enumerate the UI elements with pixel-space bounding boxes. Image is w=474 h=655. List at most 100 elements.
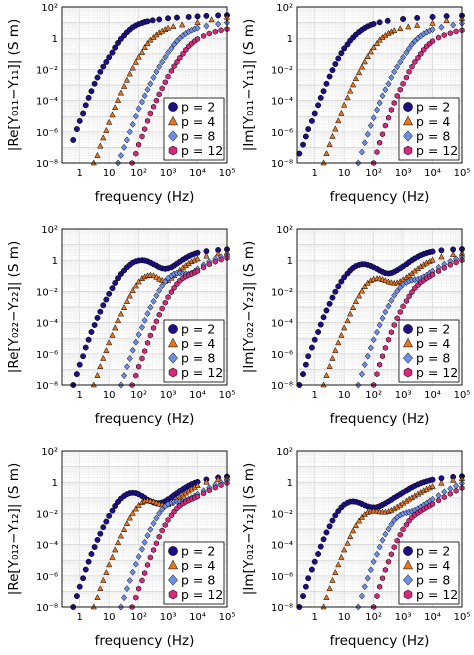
data-point	[97, 308, 104, 315]
data-point	[326, 585, 333, 591]
series-p-4	[90, 474, 231, 610]
data-point	[200, 264, 207, 271]
data-point	[379, 536, 386, 544]
series-p-2	[296, 12, 465, 157]
data-point	[388, 520, 395, 528]
data-point	[156, 16, 163, 23]
data-point	[142, 126, 148, 133]
data-point	[133, 150, 139, 157]
data-point	[352, 522, 360, 529]
legend-label: p = 8	[181, 573, 215, 588]
data-point	[203, 478, 210, 485]
legend-marker	[403, 589, 413, 600]
data-point	[162, 278, 169, 286]
data-point	[194, 255, 201, 262]
data-point	[406, 293, 412, 300]
data-point	[215, 475, 222, 482]
data-point	[94, 536, 101, 543]
y-tick-label: 10⁻²	[36, 287, 58, 298]
legend: p = 2p = 4p = 8p = 12	[398, 541, 460, 605]
data-point	[208, 16, 215, 23]
data-point	[391, 322, 397, 329]
data-point	[320, 159, 327, 166]
y-tick-label: 1	[52, 34, 58, 45]
data-point	[414, 14, 421, 21]
data-point	[361, 583, 368, 591]
y-tick-label: 10⁻⁴	[36, 541, 58, 552]
data-point	[144, 39, 151, 46]
data-point	[370, 43, 377, 50]
legend-marker	[403, 102, 413, 112]
data-point	[382, 344, 388, 351]
data-point	[329, 67, 336, 74]
y-tick-label: 10⁻²	[271, 65, 293, 76]
plot-frame	[296, 6, 463, 164]
chart-panel-3: 1 10 10² 10³ 10⁴ 10⁵ 10⁻⁸ 10⁻⁶ 10⁻⁴ 10⁻² 1 10² frequ…	[6, 225, 235, 427]
series-p-8	[355, 19, 466, 167]
data-point	[120, 526, 128, 532]
data-point	[335, 283, 342, 290]
data-point	[382, 277, 389, 284]
data-point	[159, 58, 166, 66]
x-tick-label: 1	[77, 612, 83, 623]
data-point	[332, 61, 339, 68]
data-point	[103, 518, 110, 525]
data-point	[300, 593, 306, 600]
data-point	[194, 493, 201, 500]
y-axis-label: |Re[Y₀₁₂−Y₁₂]| (S m)	[6, 463, 22, 595]
data-point	[429, 248, 436, 255]
data-point	[165, 294, 171, 301]
data-point	[159, 527, 165, 534]
legend-marker	[403, 130, 413, 142]
data-point	[335, 55, 342, 62]
data-point	[114, 539, 122, 546]
data-point	[185, 14, 192, 20]
data-point	[315, 551, 322, 557]
data-point	[168, 289, 175, 296]
data-point	[326, 300, 333, 307]
data-point	[82, 566, 89, 573]
data-point	[97, 530, 104, 537]
data-point	[123, 298, 131, 304]
data-point	[165, 15, 172, 22]
data-point	[364, 53, 371, 59]
data-point	[109, 331, 116, 338]
data-point	[132, 112, 139, 120]
data-point	[206, 261, 212, 268]
data-point	[376, 321, 383, 329]
data-point	[165, 73, 171, 80]
data-point	[106, 54, 113, 61]
data-point	[361, 283, 368, 289]
data-point	[132, 560, 139, 568]
x-tick-label: 1	[77, 168, 83, 179]
legend-label: p = 2	[416, 544, 450, 559]
data-point	[438, 479, 445, 486]
data-point	[135, 105, 142, 113]
data-point	[364, 130, 371, 138]
data-point	[374, 149, 380, 156]
data-point	[162, 79, 168, 86]
data-point	[159, 505, 166, 513]
data-point	[429, 256, 436, 263]
data-point	[338, 109, 345, 116]
plot-frame	[296, 228, 463, 386]
data-point	[156, 63, 163, 71]
data-point	[370, 336, 377, 344]
data-point	[338, 553, 345, 560]
x-tick-label: 10	[338, 612, 351, 623]
data-point	[370, 558, 377, 566]
data-point	[391, 68, 398, 76]
legend-label: p = 2	[181, 100, 215, 115]
data-point	[361, 58, 368, 65]
data-point	[323, 149, 330, 156]
data-point	[388, 297, 395, 305]
data-point	[132, 338, 139, 346]
data-point	[85, 558, 92, 565]
y-axis-label: |Im[Y₀₁₂−Y₁₂]| (S m)	[241, 463, 257, 595]
legend-label: p = 2	[181, 322, 215, 337]
data-point	[100, 134, 107, 141]
legend-label: p = 4	[416, 558, 450, 573]
data-point	[347, 87, 354, 94]
legend-label: p = 12	[416, 365, 458, 380]
data-point	[215, 12, 222, 19]
